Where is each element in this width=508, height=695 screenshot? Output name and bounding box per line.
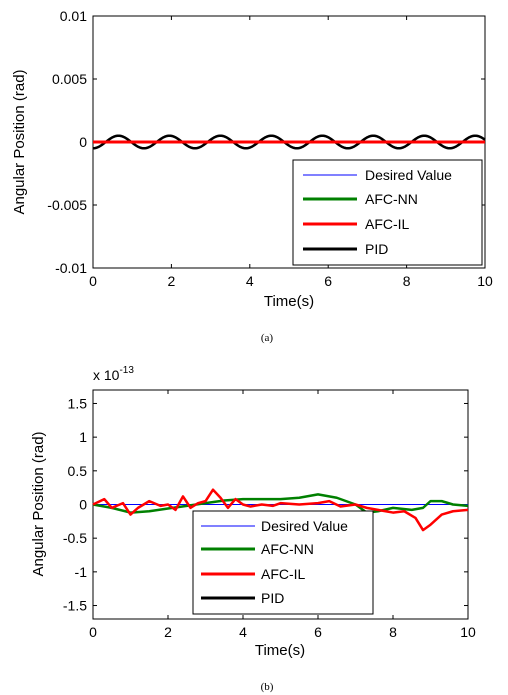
plot-b-xtick-label: 6 [314, 624, 322, 640]
legend-b-label-desired: Desired Value [261, 518, 348, 534]
plot-b-ytick-label: 1.5 [68, 395, 88, 411]
plot-a-ytick-label: -0.01 [55, 260, 87, 276]
plot-b-caption: (b) [261, 681, 274, 693]
plot-a-ytick-label: 0.01 [60, 8, 87, 24]
plot-b-xlabel: Time(s) [255, 642, 305, 659]
plot-b-ytick-label: 0 [79, 497, 87, 513]
plot-b-series [92, 488, 469, 532]
plot-b: 0 2 4 6 8 10 -1.5 -1 -0.5 0 0.5 1 1.5 x 10-13 Angula… [30, 365, 476, 693]
plot-a-ytick-label: 0 [79, 134, 87, 150]
legend-b-label-afcnn: AFC-NN [261, 541, 314, 557]
plot-a-ylabel: Angular Position (rad) [11, 69, 28, 214]
plot-b-ytick-label: 0.5 [68, 463, 88, 479]
plot-b-xtick-label: 0 [89, 624, 97, 640]
plot-a-legend: Desired Value AFC-NN AFC-IL PID [292, 159, 483, 266]
plot-b-series-afc-il [92, 488, 469, 532]
plot-a-caption: (a) [261, 332, 274, 344]
plot-b-xtick-label: 10 [460, 624, 476, 640]
plot-a-series [92, 134, 486, 150]
legend-a-label-pid: PID [365, 241, 388, 257]
plot-b-xtick-label: 4 [239, 624, 247, 640]
plot-a-ytick-label: 0.005 [52, 71, 87, 87]
plot-b-exponent: x 10-13 [93, 365, 134, 383]
legend-b-label-afcil: AFC-IL [261, 566, 306, 582]
plot-b-ylabel: Angular Position (rad) [30, 431, 47, 576]
plot-a-xtick-label: 10 [477, 273, 493, 289]
plot-b-ytick-label: 1 [79, 429, 87, 445]
plot-b-series-afc-nn [92, 493, 469, 514]
plot-b-legend: Desired Value AFC-NN AFC-IL PID [192, 510, 374, 615]
legend-a-label-afcil: AFC-IL [365, 216, 410, 232]
plot-a-ytick-label: -0.005 [47, 197, 87, 213]
plot-a-ticks: 0 2 4 6 8 10 -0.01 -0.005 0 0.005 0.01 [47, 8, 493, 289]
plot-a-xtick-label: 0 [89, 273, 97, 289]
legend-a-label-afcnn: AFC-NN [365, 191, 418, 207]
plot-a-xtick-label: 4 [246, 273, 254, 289]
plot-b-exponent-base: x 10 [93, 367, 120, 383]
plot-b-ytick-label: -0.5 [63, 530, 87, 546]
plot-b-ytick-label: -1.5 [63, 598, 87, 614]
plot-a-xtick-label: 8 [403, 273, 411, 289]
legend-a-label-desired: Desired Value [365, 167, 452, 183]
plot-b-ticks: 0 2 4 6 8 10 -1.5 -1 -0.5 0 0.5 1 1.5 [63, 390, 476, 640]
plot-b-ytick-label: -1 [75, 564, 88, 580]
legend-b-label-pid: PID [261, 590, 284, 606]
plot-b-xtick-label: 8 [389, 624, 397, 640]
plot-a-xlabel: Time(s) [264, 293, 314, 310]
plot-a: 0 2 4 6 8 10 -0.01 -0.005 0 0.005 0.01 Angular Pos… [11, 8, 493, 344]
plot-a-legend-box [292, 159, 483, 266]
plot-a-xtick-label: 6 [324, 273, 332, 289]
plot-b-exponent-power: -13 [119, 365, 134, 376]
plot-a-xtick-label: 2 [168, 273, 176, 289]
plot-b-xtick-label: 2 [164, 624, 172, 640]
